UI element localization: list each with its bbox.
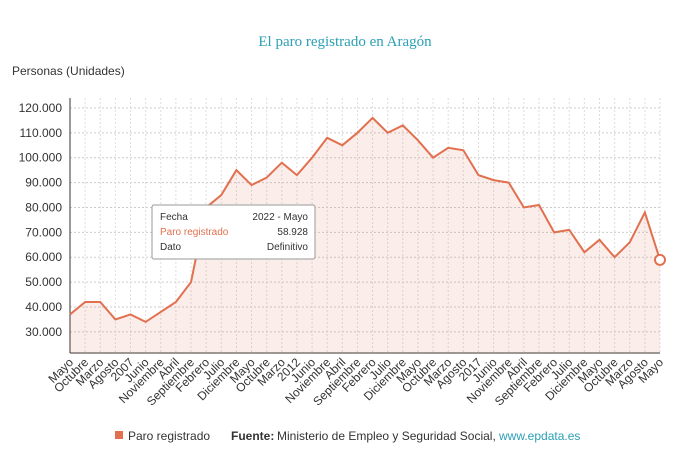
y-tick-label: 90.000 — [25, 176, 62, 190]
line — [69, 116, 661, 324]
tooltip-value: 2022 - Mayo — [252, 212, 308, 223]
tooltip-value: Definitivo — [267, 242, 309, 253]
point — [654, 253, 666, 266]
y-tick-label: 120.000 — [19, 101, 63, 115]
y-tick-label: 40.000 — [25, 300, 62, 314]
y-tick-label: 30.000 — [25, 325, 62, 339]
tooltip-box — [151, 204, 316, 260]
source-label: Fuente: — [231, 429, 274, 443]
tooltip: Fecha 2022 - Mayo Paro registrado 58.928 Dat… — [151, 204, 316, 260]
tooltip-key: Dato — [160, 242, 182, 253]
tooltip-key: Paro registrado — [160, 227, 229, 238]
legend-swatch — [115, 431, 123, 439]
y-tick-label: 60.000 — [25, 250, 62, 264]
y-tick-label: 50.000 — [25, 275, 62, 289]
chart-title: El paro registrado en Aragón — [258, 34, 432, 50]
y-tick-label: 70.000 — [25, 225, 62, 239]
y-tick-label: 80.000 — [25, 200, 62, 214]
legend-label[interactable]: Paro registrado — [128, 429, 210, 443]
plot: 30.000 40.000 50.000 60.000 70.000 80.000 90.0… — [19, 98, 666, 409]
source: Ministerio de Empleo y Seguridad Social, — [277, 429, 496, 443]
y-axis-title: Personas (Unidades) — [12, 64, 125, 78]
tooltip-key: Fecha — [160, 212, 188, 223]
area — [70, 117, 660, 353]
y-tick-label: 110.000 — [20, 126, 63, 140]
tooltip-value: 58.928 — [277, 227, 308, 238]
y-tick-label: 100.000 — [19, 151, 63, 165]
source-link[interactable]: www.epdata.es — [498, 429, 580, 443]
